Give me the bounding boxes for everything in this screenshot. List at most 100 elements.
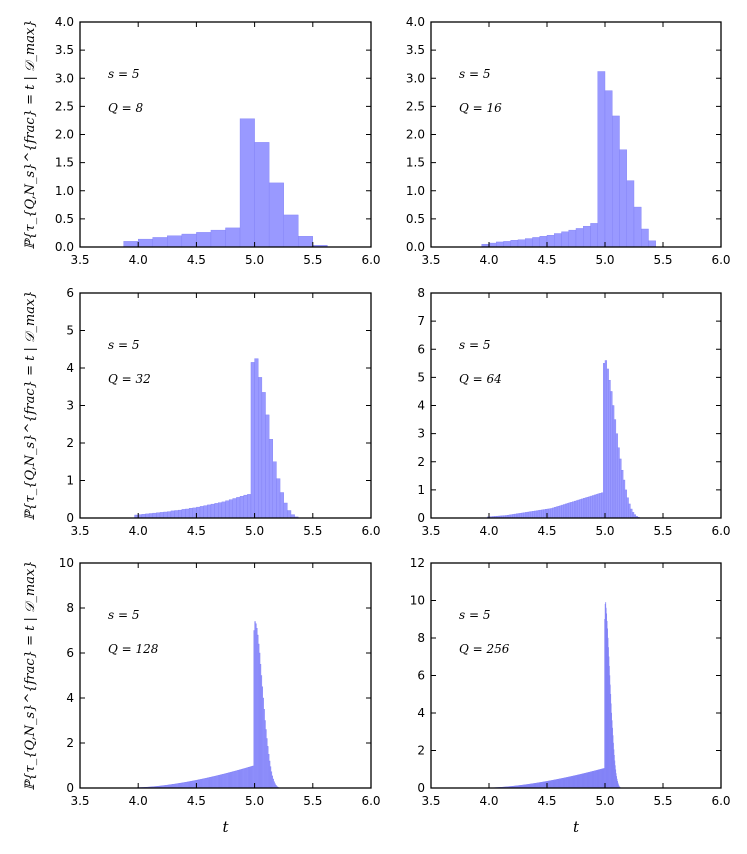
histogram-bar [588, 496, 591, 519]
histogram-bar [561, 504, 564, 519]
histogram-bar [517, 513, 521, 519]
plot-frame [430, 562, 722, 789]
histogram-bar [568, 229, 577, 248]
y-tick-label: 0 [417, 511, 425, 525]
histogram-bar [564, 503, 568, 519]
histogram-bar [528, 511, 531, 519]
chart-panel-bottom-left: 3.5 4.0 4.5 5.0 5.5 6.0 0 2 4 6 8 10 s = 5 Q = 128 ℙ{τ… [23, 556, 381, 836]
histogram-bar [631, 512, 635, 519]
x-tick-label: 4.5 [537, 253, 556, 267]
histogram-bar [584, 497, 588, 519]
histogram-bar [496, 241, 504, 248]
histogram-bar [550, 508, 553, 519]
histogram-bar [590, 495, 593, 519]
histogram-bar [608, 379, 611, 519]
y-tick-label: 0.0 [406, 240, 425, 254]
x-tick-label: 4.5 [537, 524, 556, 538]
histogram-bar [178, 509, 183, 519]
y-tick-label: 3.0 [55, 71, 74, 85]
histogram-bar [539, 236, 548, 248]
histogram-bar [539, 509, 542, 519]
chart-panel-top-left: 3.5 4.0 4.5 5.0 5.5 6.0 0.0 0.5 1.0 1.5 2.0 2.5 3.0 3… [23, 15, 381, 267]
annotation-s: s = 5 [108, 338, 139, 352]
histogram-bar [641, 228, 649, 248]
histogram-bar [188, 508, 193, 519]
y-tick-label: 8 [66, 601, 74, 615]
y-tick-label: 10 [59, 556, 74, 570]
histogram-bar [592, 495, 595, 519]
y-tick-label: 6 [417, 669, 425, 683]
histogram-bar [148, 513, 153, 519]
x-tick-label: 4.5 [187, 794, 206, 808]
histogram-bar [232, 498, 237, 519]
histogram-bar [595, 494, 598, 519]
histogram-bar [543, 509, 546, 519]
y-tick-label: 2 [417, 455, 425, 469]
y-tick-label: 2 [66, 436, 74, 450]
histogram-bar [619, 458, 622, 519]
annotation-q: Q = 128 [108, 642, 159, 656]
histogram-bar [557, 505, 560, 519]
histogram-bar [575, 228, 584, 248]
histogram-bar [519, 513, 522, 519]
histogram-bar [606, 368, 609, 519]
histogram-bar [123, 241, 139, 248]
histogram-bar [633, 206, 642, 248]
histogram-bar [287, 510, 292, 519]
histogram-bar [599, 493, 602, 519]
histogram-bar [159, 512, 164, 519]
y-tick-label: 1 [417, 483, 425, 497]
plot-frame [79, 292, 372, 519]
histogram-bar [243, 494, 248, 519]
x-tick-label: 4.5 [187, 524, 206, 538]
histogram-bar [563, 504, 566, 519]
histogram-bar [210, 229, 226, 248]
y-axis-label: ℙ{τ_{Q,N_s}^{frac} = t | 𝒟_max} [23, 560, 38, 790]
histogram-bar [626, 180, 635, 248]
x-tick-label: 4.0 [479, 524, 498, 538]
histogram-bar [261, 392, 266, 519]
histogram-bar [624, 489, 627, 519]
histogram-bar [137, 238, 153, 248]
x-tick-label: 4.5 [537, 794, 556, 808]
y-tick-label: 4.0 [406, 15, 425, 29]
histogram-bar [626, 497, 629, 519]
histogram-bar [258, 377, 263, 519]
histogram-bar [525, 512, 528, 519]
histogram-bar [218, 502, 223, 519]
y-tick-label: 0 [66, 781, 74, 795]
histogram-bar [517, 239, 526, 248]
histogram-bar [532, 511, 535, 519]
annotation-q: Q = 16 [459, 101, 502, 115]
x-tick-label: 5.0 [245, 524, 264, 538]
y-tick-label: 6 [66, 286, 74, 300]
histogram-bar [181, 233, 197, 248]
y-tick-label: 0.0 [55, 240, 74, 254]
histogram-bar [210, 503, 215, 519]
histogram-bar [648, 240, 656, 248]
x-tick-label: 5.0 [245, 794, 264, 808]
y-tick-label: 1 [66, 474, 74, 488]
histogram-bar [283, 214, 299, 248]
histogram-bar [247, 494, 252, 519]
histogram-bar [535, 510, 539, 519]
chart-panel-middle-left: 3.5 4.0 4.5 5.0 5.5 6.0 0 1 2 3 4 5 6 s = 5 Q = 32 ℙ{τ_… [23, 286, 381, 538]
y-tick-label: 1.0 [406, 184, 425, 198]
histogram-bar [167, 235, 183, 248]
y-tick-label: 5 [66, 324, 74, 338]
histogram-bar [597, 71, 606, 248]
y-tick-label: 3 [417, 427, 425, 441]
y-tick-label: 2 [66, 736, 74, 750]
y-tick-label: 3 [66, 399, 74, 413]
histogram-bar [503, 241, 511, 248]
y-tick-label: 2.5 [406, 99, 425, 113]
histogram-bar [572, 501, 575, 519]
histogram-bar [214, 503, 219, 519]
histogram-bar [298, 236, 314, 248]
histogram-bar [250, 362, 255, 519]
x-tick-label: 4.0 [129, 253, 148, 267]
x-tick-label: 3.5 [421, 794, 440, 808]
histogram-bar [163, 511, 168, 519]
histogram-bar [610, 391, 613, 519]
y-tick-label: 0.5 [406, 212, 425, 226]
